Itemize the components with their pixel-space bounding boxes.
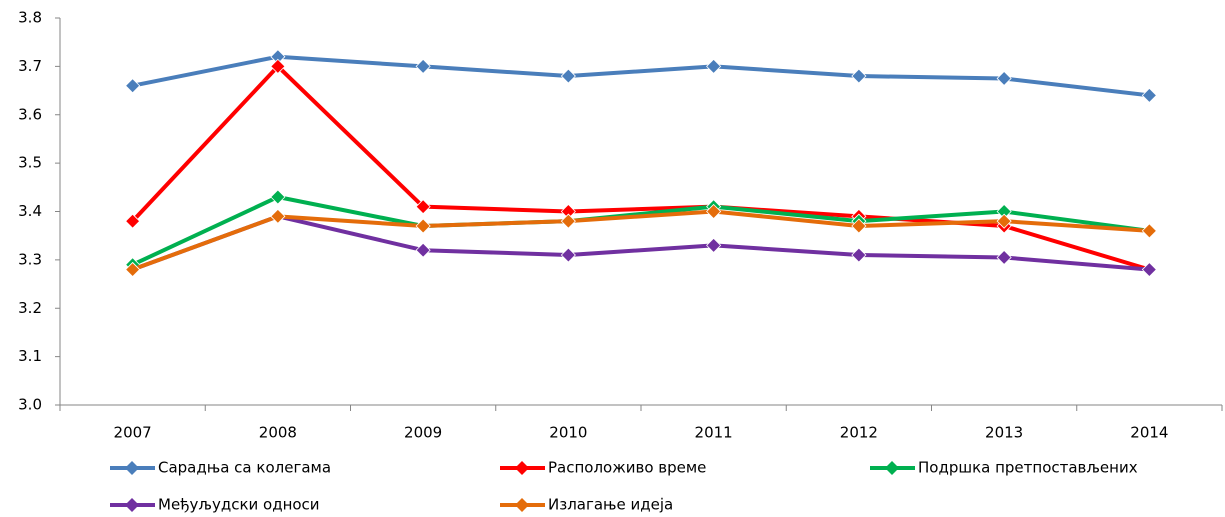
y-tick-label: 3.2 (18, 299, 42, 317)
x-tick-label: 2008 (259, 424, 297, 442)
point-marker (270, 189, 286, 205)
series-line (131, 209, 1150, 272)
x-tick-label: 2014 (1130, 424, 1168, 442)
point-marker (560, 213, 576, 229)
point-marker (851, 247, 867, 263)
point-marker (270, 208, 286, 224)
point-marker (125, 78, 141, 94)
x-tick-label: 2011 (695, 424, 733, 442)
y-tick-label: 3.5 (18, 154, 42, 172)
point-marker (851, 218, 867, 234)
point-marker (560, 247, 576, 263)
point-marker (1141, 87, 1157, 103)
x-tick-label: 2013 (985, 424, 1023, 442)
legend-marker (885, 461, 899, 475)
y-tick-label: 3.0 (18, 396, 42, 414)
point-marker (996, 70, 1012, 87)
legend-label: Излагање идеја (548, 496, 673, 514)
point-marker (996, 249, 1012, 266)
legend-label: Сарадња са колегама (158, 459, 331, 477)
x-tick-label: 2010 (549, 424, 587, 442)
series-line (132, 54, 1150, 98)
y-tick-label: 3.7 (18, 57, 42, 75)
point-marker (560, 68, 576, 84)
point-marker (415, 58, 431, 74)
legend-marker (125, 461, 139, 475)
legend-marker (515, 498, 529, 512)
legend-label: Међуљудски односи (158, 496, 320, 514)
point-marker (415, 218, 431, 234)
y-tick-label: 3.4 (18, 202, 42, 220)
point-marker (125, 213, 141, 229)
y-tick-label: 3.6 (18, 105, 42, 123)
point-marker (706, 203, 722, 220)
x-tick-label: 2009 (404, 424, 442, 442)
legend-marker (515, 461, 529, 475)
point-marker (706, 237, 722, 253)
point-marker (270, 58, 286, 74)
y-tick-label: 3.1 (18, 347, 42, 365)
point-marker (851, 68, 867, 84)
legend-label: Подршка претпостављених (918, 459, 1138, 477)
y-tick-label: 3.3 (18, 250, 42, 268)
series-line (131, 194, 1150, 267)
series-line (131, 64, 1150, 272)
point-marker (996, 213, 1012, 229)
x-tick-label: 2007 (114, 424, 152, 442)
point-marker (706, 58, 722, 74)
point-marker (415, 242, 431, 258)
point-marker (125, 261, 141, 278)
point-marker (415, 199, 431, 215)
x-tick-label: 2012 (840, 424, 878, 442)
legend-marker (125, 498, 139, 512)
point-marker (1141, 223, 1157, 239)
point-marker (1141, 261, 1157, 278)
legend-label: Расположиво време (548, 459, 706, 477)
y-tick-label: 3.8 (18, 9, 42, 27)
series-line (131, 214, 1150, 272)
